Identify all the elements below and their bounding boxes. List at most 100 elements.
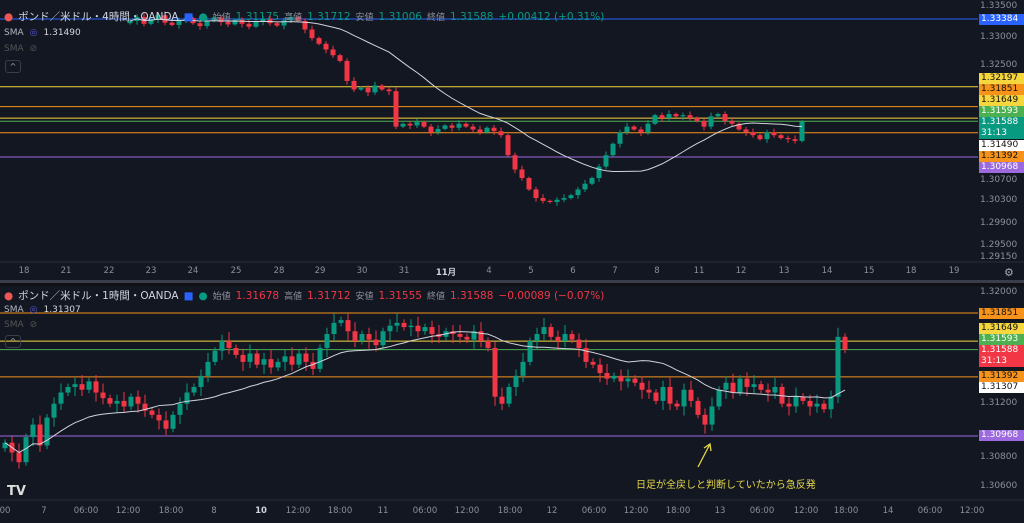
candle-body xyxy=(772,386,778,393)
time-axis-label: 12:00 xyxy=(285,506,311,516)
price-badge: 1.30968 xyxy=(979,430,1024,441)
time-axis-label: 12:00 xyxy=(454,506,480,516)
candle-body xyxy=(701,120,707,127)
price-badge: 1.31593 xyxy=(979,334,1024,345)
candle-body xyxy=(617,132,623,144)
price-badge: 1.31649 xyxy=(979,95,1024,106)
open-label: 始値 xyxy=(212,292,231,302)
candle-body xyxy=(422,327,428,332)
candle-body xyxy=(177,403,183,415)
price-badge: 1.31490 xyxy=(979,140,1024,151)
price-badge: 1.31588 31:13 xyxy=(979,345,1024,367)
candle-body xyxy=(492,347,498,397)
candle-body xyxy=(464,336,470,340)
symbol-title[interactable]: ポンド／米ドル・4時間・OANDA xyxy=(18,11,179,23)
eye-off-icon[interactable]: ⊘ xyxy=(29,320,38,330)
chart-pane-1h[interactable]: ● ポンド／米ドル・1時間・OANDA ■ ● 始値 1.31678 高値 1.31… xyxy=(0,286,1024,523)
low-value: 1.31555 xyxy=(378,289,422,302)
collapse-legend-button[interactable]: ^ xyxy=(5,60,21,73)
candle-body xyxy=(386,89,392,92)
candle-body xyxy=(303,353,309,362)
candle-body xyxy=(799,121,805,141)
price-tick-label: 1.30300 xyxy=(980,195,1018,205)
candle-body xyxy=(198,375,204,387)
candle-body xyxy=(183,18,189,21)
candle-body xyxy=(506,386,512,404)
chart-pane-4h[interactable]: ● ポンド／米ドル・4時間・OANDA ■ ● 始値 1.31175 高値 1.31… xyxy=(0,0,1024,283)
candle-body xyxy=(72,384,78,387)
candle-body xyxy=(253,21,259,27)
candle-body xyxy=(232,19,238,25)
candle-body xyxy=(414,122,420,126)
candle-body xyxy=(512,155,518,170)
sma-indicator-hidden[interactable]: SMA ⊘ xyxy=(4,44,37,54)
candle-body xyxy=(380,331,386,346)
close-label: 終値 xyxy=(426,13,445,23)
sma-indicator[interactable]: SMA ◎ 1.31490 xyxy=(4,28,81,38)
candle-body xyxy=(589,178,595,184)
candle-body xyxy=(351,80,357,90)
candle-body xyxy=(688,389,694,401)
time-axis-label: 12:00 xyxy=(115,506,141,516)
price-badge: 1.31851 xyxy=(979,84,1024,95)
candle-body xyxy=(2,442,8,449)
candle-body xyxy=(316,38,322,44)
tradingview-logo[interactable]: TV xyxy=(7,484,26,499)
time-axis-label: 11月 xyxy=(435,268,457,278)
sma-label: SMA xyxy=(4,320,24,330)
candle-body xyxy=(646,389,652,393)
candle-body xyxy=(758,384,764,390)
price-tick-label: 1.33000 xyxy=(980,32,1018,42)
candles-1h xyxy=(0,312,1024,501)
symbol-title[interactable]: ポンド／米ドル・1時間・OANDA xyxy=(18,290,179,302)
candle-body xyxy=(338,320,344,323)
settings-gear-icon[interactable]: ⚙ xyxy=(1004,266,1014,279)
candle-body xyxy=(148,19,154,24)
candle-body xyxy=(667,386,673,404)
candle-body xyxy=(590,361,596,365)
candle-body xyxy=(79,384,85,390)
price-tick-label: 1.31200 xyxy=(980,398,1018,408)
open-label: 始値 xyxy=(212,13,231,23)
gbp-usd-flag-icon: ● xyxy=(4,289,14,302)
sma-indicator[interactable]: SMA ◎ 1.31307 xyxy=(4,305,81,315)
open-value: 1.31175 xyxy=(235,10,280,23)
candle-body xyxy=(828,396,834,410)
candle-body xyxy=(478,331,484,341)
candle-body xyxy=(169,22,175,25)
time-axis-label: 18 xyxy=(905,266,917,276)
candle-body xyxy=(240,354,246,362)
candle-body xyxy=(604,373,610,379)
candle-body xyxy=(268,359,274,368)
candle-body xyxy=(744,378,750,387)
price-badge: 1.31392 xyxy=(979,371,1024,382)
candle-body xyxy=(211,17,217,21)
candle-body xyxy=(366,334,372,340)
candle-body xyxy=(582,183,588,190)
candle-body xyxy=(358,87,364,90)
flag-icon[interactable]: ■ xyxy=(183,10,194,23)
candle-body xyxy=(394,322,400,326)
countdown-label: 31:13 xyxy=(981,128,1007,138)
price-tick-label: 1.30600 xyxy=(980,481,1018,491)
candle-body xyxy=(156,414,162,421)
flag-icon[interactable]: ■ xyxy=(183,289,194,302)
candle-body xyxy=(449,125,455,128)
candle-body xyxy=(65,386,71,393)
candle-body xyxy=(324,334,330,348)
candle-body xyxy=(372,85,378,93)
collapse-legend-button[interactable]: ^ xyxy=(5,335,21,348)
price-tick-label: 1.29500 xyxy=(980,240,1018,250)
candle-body xyxy=(463,123,469,127)
candle-body xyxy=(470,126,476,130)
time-axis-label: 22 xyxy=(103,266,115,276)
eye-off-icon[interactable]: ⊘ xyxy=(29,44,38,54)
candle-body xyxy=(93,381,99,393)
candle-body xyxy=(421,122,427,127)
time-axis-label: 18 xyxy=(18,266,30,276)
sma-value: 1.31307 xyxy=(43,305,81,315)
price-badge: 1.33384 xyxy=(979,14,1024,25)
sma-indicator-hidden[interactable]: SMA ⊘ xyxy=(4,320,37,330)
candle-body xyxy=(359,334,365,341)
open-value: 1.31678 xyxy=(235,289,280,302)
